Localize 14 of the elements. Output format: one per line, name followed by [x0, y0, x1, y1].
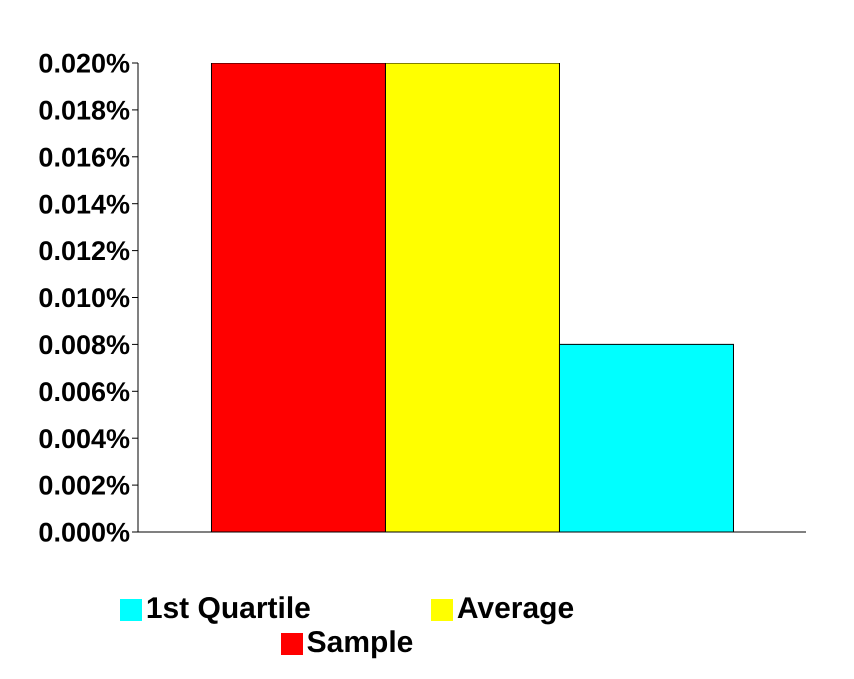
y-tick-label: 0.020%	[38, 48, 130, 79]
legend-label: Average	[456, 592, 574, 625]
y-tick-label: 0.014%	[38, 189, 130, 220]
legend-label: Sample	[306, 626, 414, 659]
y-tick-label: 0.004%	[38, 424, 130, 454]
y-tick-label: 0.016%	[38, 142, 130, 172]
y-tick-label: 0.000%	[38, 518, 130, 548]
y-tick-label: 0.010%	[38, 283, 130, 314]
y-tick-label: 0.006%	[38, 376, 130, 407]
y-tick-label: 0.018%	[38, 95, 130, 126]
y-tick-label: 0.002%	[38, 470, 130, 501]
y-tick-label: 0.008%	[38, 330, 130, 360]
legend-label: 1st Quartile	[146, 592, 311, 625]
y-tick-label: 0.012%	[38, 236, 130, 266]
